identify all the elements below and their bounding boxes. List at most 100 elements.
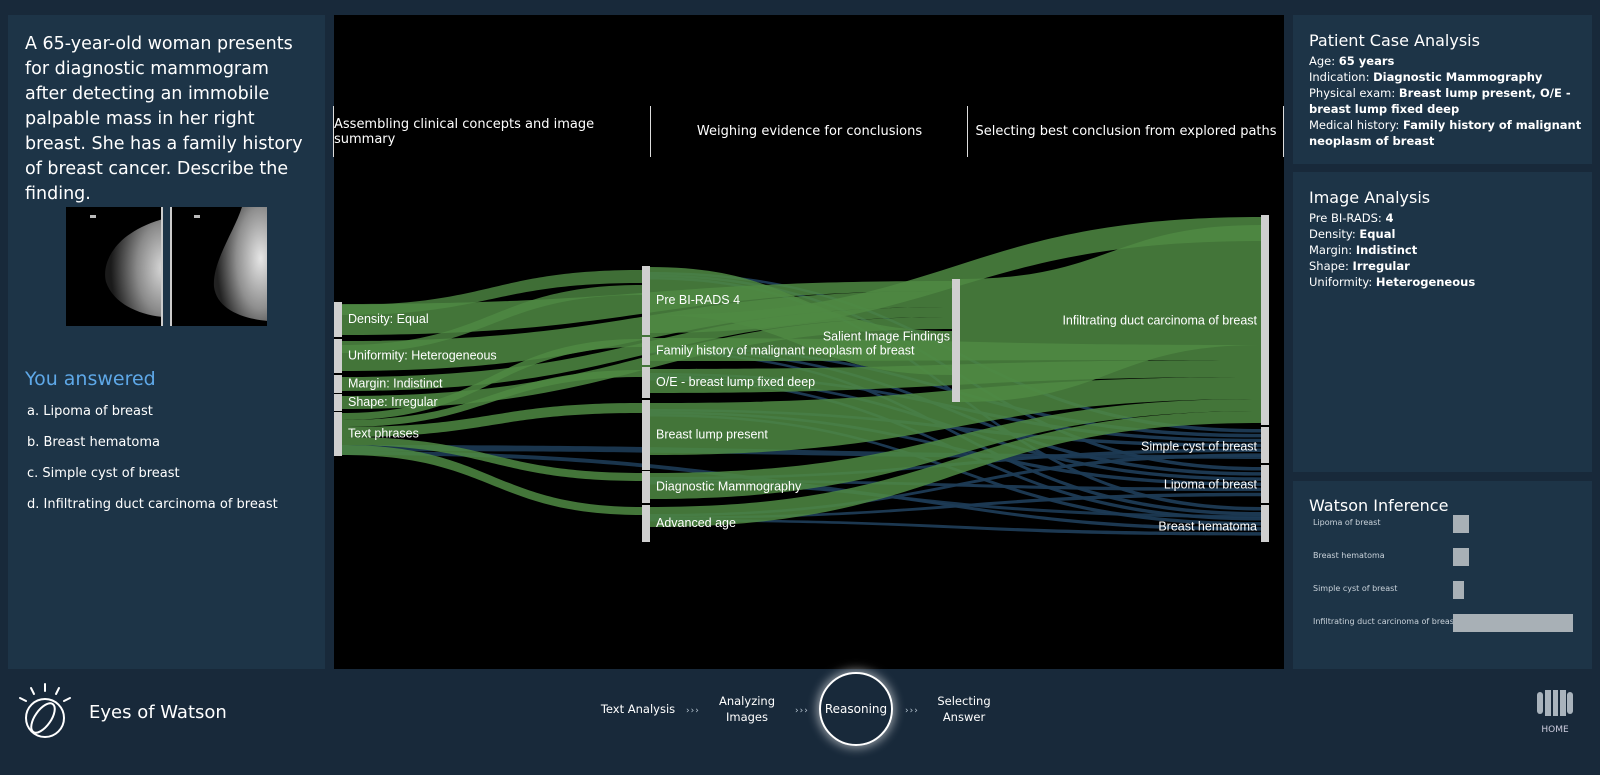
node-shape-irregular[interactable] [334, 394, 342, 411]
step-arrows-icon: ››› [795, 706, 809, 716]
uniformity-value: Heterogeneous [1376, 275, 1475, 289]
sankey-left-label: Text phrases [348, 426, 419, 440]
birads-value: 4 [1385, 211, 1393, 225]
answer-option-b[interactable]: b. Breast hematoma [27, 435, 278, 466]
step-selecting-answer[interactable]: Selecting Answer [931, 693, 997, 725]
node-salient-image-findings[interactable] [952, 279, 960, 402]
sankey-mid-label: Family history of malignant neoplasm of … [656, 343, 915, 357]
birads-key: Pre BI-RADS: [1309, 211, 1382, 225]
mammogram-cc-image[interactable] [66, 207, 163, 326]
step-answer-label: Answer [931, 709, 997, 725]
inference-row-cyst: Simple cyst of breast [1293, 579, 1592, 601]
inference-label: Infiltrating duct carcinoma of breast [1313, 617, 1457, 626]
answer-option-d[interactable]: d. Infiltrating duct carcinoma of breast [27, 497, 278, 528]
answer-option-c[interactable]: c. Simple cyst of breast [27, 466, 278, 497]
density-key: Density: [1309, 227, 1356, 241]
step-analyzing-label: Analyzing [714, 693, 780, 709]
history-key: Medical history: [1309, 118, 1399, 132]
node-pre-birads-4[interactable] [642, 266, 650, 335]
reasoning-sankey: Density: Equal Uniformity: Heterogeneous M… [334, 15, 1284, 669]
sankey-mid-label: Pre BI-RADS 4 [656, 293, 740, 307]
uniformity-key: Uniformity: [1309, 275, 1372, 289]
node-breast-hematoma[interactable] [1261, 505, 1269, 542]
node-simple-cyst[interactable] [1261, 427, 1269, 463]
patient-case-panel: Patient Case Analysis Age: 65 years Indi… [1293, 15, 1592, 164]
inference-bar [1453, 548, 1469, 566]
flow-group-carcinoma [342, 217, 1261, 527]
inference-row-lipoma: Lipoma of breast [1293, 513, 1592, 535]
step-arrows-icon: ››› [905, 706, 919, 716]
inference-row-hematoma: Breast hematoma [1293, 546, 1592, 568]
sankey-left-label: Density: Equal [348, 312, 429, 326]
sankey-mid-label: Breast lump present [656, 427, 768, 441]
step-text-analysis[interactable]: Text Analysis [600, 701, 676, 717]
inference-label: Breast hematoma [1313, 551, 1385, 560]
margin-key: Margin: [1309, 243, 1352, 257]
inference-bar [1453, 614, 1573, 632]
step-analyzing-images[interactable]: Analyzing Images [714, 693, 780, 725]
age-key: Age: [1309, 54, 1335, 68]
image-analysis-panel: Image Analysis Pre BI-RADS: 4 Density: E… [1293, 172, 1592, 472]
density-value: Equal [1359, 227, 1395, 241]
node-breast-lump-fixed-deep[interactable] [642, 367, 650, 398]
sankey-right-label: Lipoma of breast [1164, 477, 1258, 491]
patient-case-details: Age: 65 years Indication: Diagnostic Mam… [1309, 53, 1584, 149]
indication-value: Diagnostic Mammography [1373, 70, 1542, 84]
sankey-left-label: Shape: Irregular [348, 395, 438, 409]
question-panel: A 65-year-old woman presents for diagnos… [8, 15, 325, 669]
step-selecting-label: Selecting [931, 693, 997, 709]
home-icon [1536, 689, 1574, 717]
step-images-label: Images [714, 709, 780, 725]
node-family-history[interactable] [642, 337, 650, 365]
you-answered-heading: You answered [25, 368, 156, 390]
inference-row-carcinoma: Infiltrating duct carcinoma of breast [1293, 612, 1592, 634]
inference-label: Lipoma of breast [1313, 518, 1380, 527]
node-breast-lump-present[interactable] [642, 400, 650, 470]
node-lipoma[interactable] [1261, 465, 1269, 503]
watson-inference-panel: Watson Inference Lipoma of breast Breast… [1293, 481, 1592, 669]
node-diagnostic-mammography[interactable] [642, 471, 650, 503]
brand-name: Eyes of Watson [89, 702, 227, 723]
age-value: 65 years [1339, 54, 1395, 68]
answer-option-a[interactable]: a. Lipoma of breast [27, 404, 278, 435]
shape-value: Irregular [1353, 259, 1410, 273]
sankey-mid-label: Diagnostic Mammography [656, 479, 802, 493]
answer-list: a. Lipoma of breast b. Breast hematoma c… [27, 404, 278, 528]
indication-key: Indication: [1309, 70, 1369, 84]
sankey-right-label: Infiltrating duct carcinoma of breast [1062, 313, 1257, 327]
sankey-right-label: Breast hematoma [1158, 519, 1257, 533]
image-analysis-title: Image Analysis [1309, 188, 1430, 207]
exam-key: Physical exam: [1309, 86, 1395, 100]
sankey-mid-label: O/E - breast lump fixed deep [656, 375, 815, 389]
question-text: A 65-year-old woman presents for diagnos… [25, 32, 315, 207]
watson-logo-icon [14, 681, 76, 743]
sankey-left-label: Uniformity: Heterogeneous [348, 348, 497, 362]
step-reasoning[interactable]: Reasoning [819, 672, 893, 746]
inference-bar [1453, 581, 1464, 599]
node-density-equal[interactable] [334, 302, 342, 337]
mammogram-mlo-image[interactable] [170, 207, 267, 326]
margin-value: Indistinct [1356, 243, 1417, 257]
home-button[interactable]: HOME [1536, 689, 1574, 739]
step-arrows-icon: ››› [686, 706, 700, 716]
sankey-mid-label: Advanced age [656, 516, 736, 530]
inference-label: Simple cyst of breast [1313, 584, 1397, 593]
step-reasoning-label: Reasoning [825, 702, 887, 716]
shape-key: Shape: [1309, 259, 1349, 273]
node-infiltrating-duct-carcinoma[interactable] [1261, 215, 1269, 425]
node-advanced-age[interactable] [642, 505, 650, 542]
node-text-phrases[interactable] [334, 412, 342, 456]
image-analysis-details: Pre BI-RADS: 4 Density: Equal Margin: In… [1309, 210, 1584, 290]
flow-link [342, 437, 642, 481]
mammogram-thumbnails [66, 207, 267, 326]
sankey-left-label: Margin: Indistinct [348, 376, 443, 390]
node-uniformity-heterogeneous[interactable] [334, 339, 342, 373]
sankey-salient-label: Salient Image Findings [823, 329, 950, 343]
inference-bar [1453, 515, 1469, 533]
home-label: HOME [1536, 725, 1574, 735]
reasoning-panel: Assembling clinical concepts and image s… [334, 15, 1284, 669]
sankey-right-label: Simple cyst of breast [1141, 439, 1258, 453]
footer-bar: Eyes of Watson Text Analysis ››› Analyzi… [0, 669, 1600, 775]
patient-case-title: Patient Case Analysis [1309, 31, 1480, 50]
node-margin-indistinct[interactable] [334, 375, 342, 393]
